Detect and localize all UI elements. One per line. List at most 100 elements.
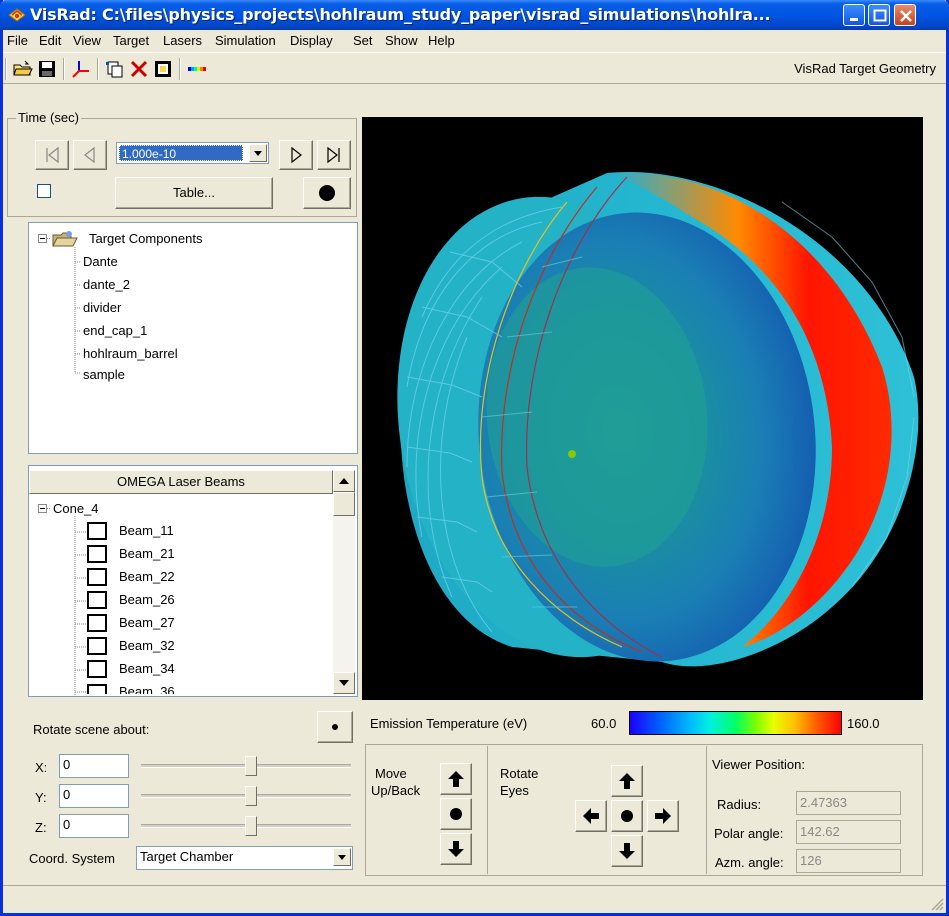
center-dot-icon xyxy=(621,810,633,822)
rotate-center-button[interactable] xyxy=(317,711,353,743)
minimize-icon xyxy=(850,18,858,21)
tree-item-divider[interactable]: divider xyxy=(83,300,122,315)
beam-item[interactable]: Beam_32 xyxy=(119,638,175,653)
next-step-button[interactable] xyxy=(279,140,313,170)
arrow-down-icon xyxy=(448,841,464,857)
menu-lasers[interactable]: Lasers xyxy=(163,33,203,48)
save-icon[interactable] xyxy=(37,59,57,79)
rotate-down-button[interactable] xyxy=(611,835,643,867)
beam-tree-lines xyxy=(38,504,87,696)
tree-item-end-cap-1[interactable]: end_cap_1 xyxy=(83,323,148,338)
menu-show[interactable]: Show xyxy=(385,33,418,48)
copy-icon[interactable] xyxy=(105,59,125,79)
prev-step-button[interactable] xyxy=(73,140,107,170)
scroll-thumb[interactable] xyxy=(333,492,355,516)
rotate-label: Rotate scene about: xyxy=(33,722,150,737)
scroll-up-button[interactable] xyxy=(333,470,355,492)
close-button[interactable] xyxy=(894,4,916,26)
maximize-button[interactable] xyxy=(868,4,890,26)
rotate-right-button[interactable] xyxy=(647,800,679,832)
tree-lines xyxy=(38,234,81,374)
beam-checkbox[interactable] xyxy=(87,522,107,540)
beam-checkbox[interactable] xyxy=(87,614,107,632)
move-center-button[interactable] xyxy=(440,798,472,830)
chevron-down-icon xyxy=(254,151,262,156)
beam-checkbox[interactable] xyxy=(87,591,107,609)
radius-label: Radius: xyxy=(717,797,762,812)
menu-help[interactable]: Help xyxy=(428,33,455,48)
maximize-icon xyxy=(873,9,887,22)
tree-item-sample[interactable]: sample xyxy=(83,367,125,382)
tree-item-hohlraum-barrel[interactable]: hohlraum_barrel xyxy=(83,346,178,361)
last-step-button[interactable] xyxy=(317,140,351,170)
target-tree: Target Components Dante dante_2 divider … xyxy=(28,222,358,454)
beam-checkbox-clipped[interactable] xyxy=(87,684,107,694)
delete-icon[interactable] xyxy=(129,59,149,79)
y-rotation-input[interactable]: 0 xyxy=(59,784,129,808)
x-rotation-input[interactable]: 0 xyxy=(59,754,129,778)
rotate-eyes-label: Rotate xyxy=(500,766,539,781)
menu-simulation[interactable]: Simulation xyxy=(215,33,276,48)
tree-item-dante[interactable]: Dante xyxy=(83,254,118,269)
coord-dropdown-button[interactable] xyxy=(333,848,351,866)
axes-icon[interactable] xyxy=(71,59,91,79)
x-slider-thumb[interactable] xyxy=(245,756,257,776)
z-rotation-input[interactable]: 0 xyxy=(59,814,129,838)
record-button[interactable] xyxy=(303,177,351,209)
record-dot-icon xyxy=(319,185,335,201)
3d-viewport[interactable] xyxy=(362,117,923,700)
time-select[interactable]: 1.000e-10 xyxy=(116,142,269,164)
beam-checkbox[interactable] xyxy=(87,637,107,655)
cone-4-node[interactable]: Cone_4 xyxy=(53,501,99,516)
beam-checkbox[interactable] xyxy=(87,568,107,586)
move-up-button[interactable] xyxy=(440,763,472,795)
beam-checkbox[interactable] xyxy=(87,545,107,563)
beam-checkbox[interactable] xyxy=(87,660,107,678)
beam-item[interactable]: Beam_27 xyxy=(119,615,175,630)
resize-grip-icon[interactable] xyxy=(930,897,944,911)
first-step-button[interactable] xyxy=(35,140,69,170)
y-slider-thumb[interactable] xyxy=(245,786,257,806)
arrow-down-icon xyxy=(619,843,635,859)
color-palette-icon[interactable] xyxy=(187,59,207,79)
rotate-left-button[interactable] xyxy=(575,800,607,832)
beam-item[interactable]: Beam_11 xyxy=(119,523,174,538)
menu-target[interactable]: Target xyxy=(113,33,150,48)
beam-item[interactable]: Beam_26 xyxy=(119,592,175,607)
rotate-center-eyes-button[interactable] xyxy=(611,800,643,832)
menu-display[interactable]: Display xyxy=(290,33,333,48)
menu-set[interactable]: Set xyxy=(353,33,373,48)
time-checkbox[interactable] xyxy=(37,184,51,198)
rotate-eyes-label-2: Eyes xyxy=(500,783,529,798)
coord-system-select[interactable]: Target Chamber xyxy=(136,846,353,870)
minimize-button[interactable] xyxy=(843,4,865,26)
menu-edit[interactable]: Edit xyxy=(39,33,62,48)
beams-scrollbar[interactable] xyxy=(333,470,355,694)
visrad-app-icon xyxy=(8,8,26,22)
polar-angle-field: 142.62 xyxy=(796,820,901,844)
beam-item[interactable]: Beam_34 xyxy=(119,661,175,676)
skip-first-icon xyxy=(46,146,59,164)
tree-item-dante-2[interactable]: dante_2 xyxy=(83,277,130,292)
menu-view[interactable]: View xyxy=(73,33,101,48)
table-button[interactable]: Table... xyxy=(115,177,273,209)
status-bar xyxy=(3,885,946,913)
chevron-down-icon xyxy=(338,855,346,860)
z-slider-thumb[interactable] xyxy=(245,816,257,836)
move-back-button[interactable] xyxy=(440,833,472,865)
beam-item[interactable]: Beam_22 xyxy=(119,569,175,584)
target-tree-root[interactable]: Target Components xyxy=(89,231,203,246)
beams-column-header[interactable]: OMEGA Laser Beams xyxy=(29,470,333,494)
step-forward-icon xyxy=(291,146,302,164)
beams-list: Cone_4 xyxy=(28,465,358,697)
beam-item[interactable]: Beam_21 xyxy=(119,546,175,561)
scroll-down-button[interactable] xyxy=(333,672,355,694)
time-dropdown-button[interactable] xyxy=(249,144,267,162)
frame-icon[interactable] xyxy=(153,59,173,79)
time-legend: Time (sec) xyxy=(16,110,81,125)
title-bar[interactable]: VisRad: C:\files\physics_projects\hohlra… xyxy=(0,0,949,30)
view-mode-label: VisRad Target Geometry xyxy=(794,61,936,76)
menu-file[interactable]: File xyxy=(7,33,28,48)
open-folder-icon[interactable] xyxy=(13,59,33,79)
rotate-up-button[interactable] xyxy=(611,765,643,797)
